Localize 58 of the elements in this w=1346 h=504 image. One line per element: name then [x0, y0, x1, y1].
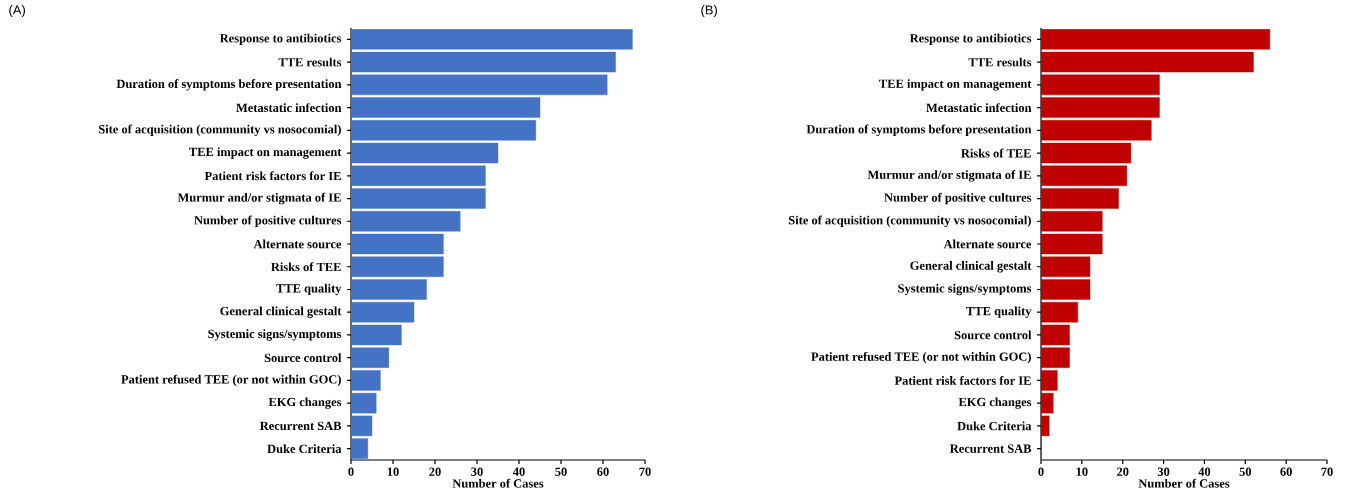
y-tick-label: Site of acquisition (community vs nosocomial) — [98, 124, 341, 137]
y-tick-label: Patient refused TEE (or not within GOC) — [811, 351, 1031, 364]
y-tick-label: EKG changes — [958, 397, 1032, 409]
x-tick-label: 70 — [1321, 467, 1333, 476]
x-tick-label: 60 — [597, 467, 609, 476]
y-tick-label: Systemic signs/symptoms — [208, 329, 342, 341]
x-tick-label: 10 — [1076, 467, 1088, 476]
x-tick-label: 0 — [1038, 467, 1044, 476]
y-tick-label: General clinical gestalt — [220, 306, 342, 318]
y-tick-label: Recurrent SAB — [949, 444, 1032, 453]
y-tick-label: Recurrent SAB — [259, 421, 342, 431]
y-tick-label: Duration of symptoms before presentation — [116, 79, 342, 91]
y-tick-label: Source control — [264, 353, 342, 363]
x-tick-label: 0 — [348, 467, 354, 476]
x-tick-label: 20 — [1117, 467, 1129, 476]
y-tick-label: TEE impact on management — [879, 79, 1032, 91]
x-tick-label: 40 — [1198, 467, 1211, 476]
y-tick-label: EKG changes — [268, 397, 342, 409]
x-tick-label: 30 — [1157, 467, 1170, 476]
x-tick-label: 60 — [1280, 467, 1292, 476]
text: (A) — [9, 4, 25, 18]
y-tick-label: Alternate source — [943, 239, 1032, 249]
y-tick-label: TTE results — [278, 57, 342, 67]
y-tick-label: Alternate source — [253, 239, 342, 249]
y-tick-label: Response to antibiotics — [909, 33, 1032, 46]
y-tick-label: Number of positive cultures — [884, 192, 1032, 205]
y-tick-label: TEE impact on management — [189, 147, 342, 159]
y-tick-label: Duke Criteria — [267, 444, 342, 454]
x-tick-label: 30 — [471, 467, 483, 476]
y-tick-label: Patient refused TEE (or not within GOC) — [121, 374, 341, 387]
y-tick-label: Murmur and/or stigmata of IE — [867, 170, 1031, 182]
y-tick-label: Metastatic infection — [926, 103, 1032, 113]
y-tick-label: TTE results — [968, 57, 1032, 67]
y-tick-label: Duke Criteria — [957, 421, 1032, 431]
y-tick-label: Number of positive cultures — [194, 215, 342, 227]
x-tick-label: 70 — [639, 467, 651, 476]
y-tick-label: Murmur and/or stigmata of IE — [177, 192, 341, 205]
y-tick-label: Source control — [954, 330, 1032, 340]
x-tick-label: 20 — [429, 467, 441, 476]
y-tick-label: Response to antibiotics — [219, 33, 342, 46]
y-tick-label: Patient risk factors for IE — [894, 375, 1031, 385]
y-tick-label: Duration of symptoms before presentation — [806, 124, 1032, 137]
y-tick-label: Metastatic infection — [236, 103, 342, 113]
text: (B) — [701, 4, 717, 18]
x-axis-title: Number of Cases — [1138, 478, 1230, 488]
y-tick-label: Site of acquisition (community vs nosocomial) — [788, 215, 1031, 227]
x-tick-label: 40 — [512, 467, 525, 476]
y-tick-label: TTE quality — [276, 283, 342, 296]
y-tick-label: General clinical gestalt — [910, 261, 1032, 273]
y-tick-label: Systemic signs/symptoms — [898, 283, 1032, 296]
y-tick-label: Risks of TEE — [961, 148, 1031, 158]
x-tick-label: 10 — [387, 467, 399, 476]
y-tick-label: TTE quality — [966, 306, 1032, 318]
y-tick-label: Patient risk factors for IE — [204, 171, 341, 181]
x-tick-label: 50 — [555, 467, 567, 476]
x-axis-title: Number of Cases — [452, 478, 544, 488]
y-tick-label: Risks of TEE — [271, 262, 341, 272]
x-tick-label: 50 — [1239, 467, 1252, 476]
